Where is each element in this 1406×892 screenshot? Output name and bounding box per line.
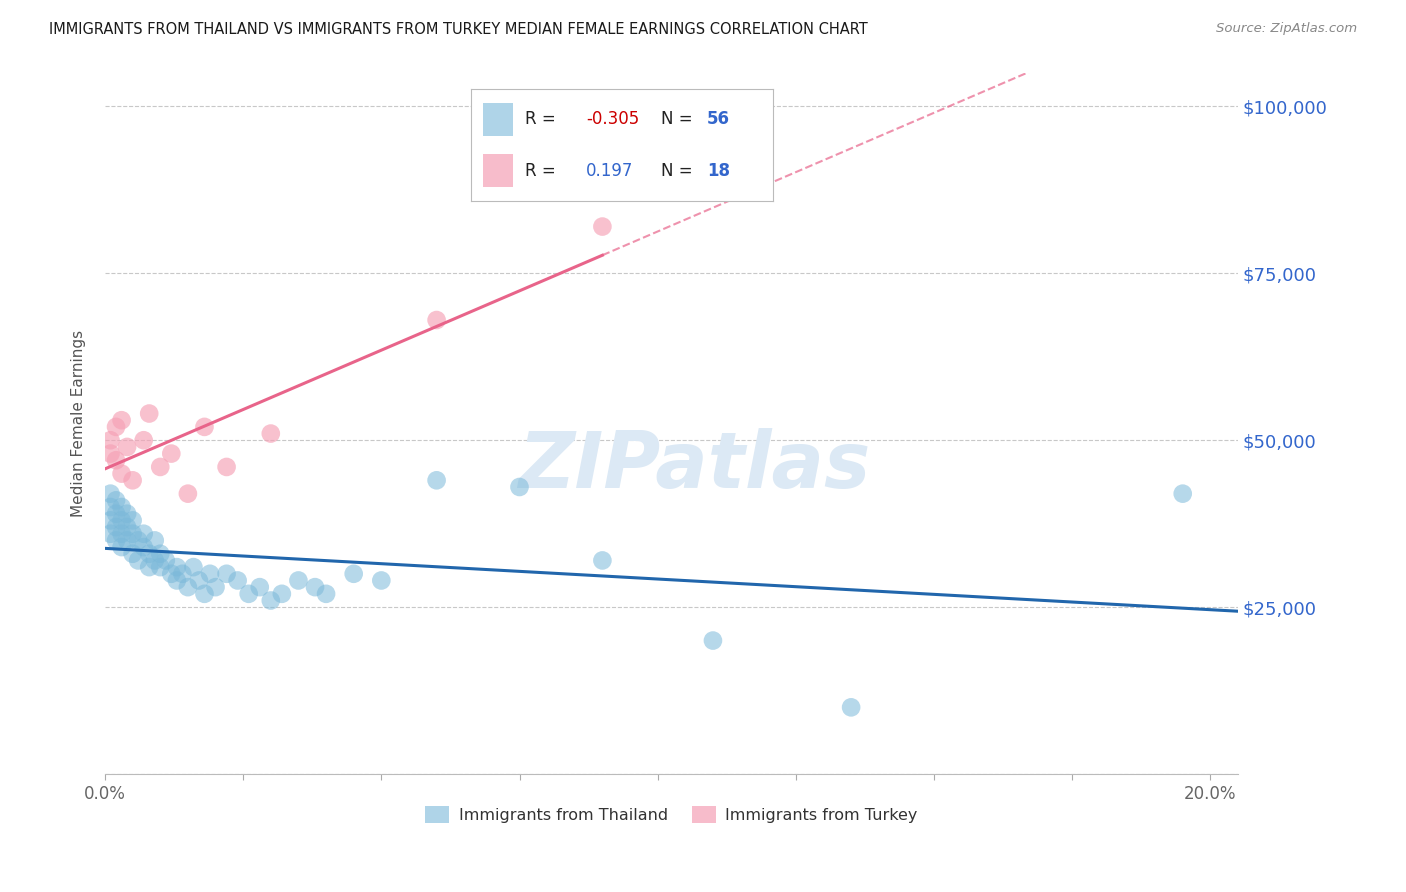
Immigrants from Thailand [370,574,392,588]
Text: IMMIGRANTS FROM THAILAND VS IMMIGRANTS FROM TURKEY MEDIAN FEMALE EARNINGS CORREL: IMMIGRANTS FROM THAILAND VS IMMIGRANTS F… [49,22,868,37]
Bar [484,103,513,136]
Immigrants from Thailand [839,700,862,714]
Immigrants from Turkey [215,459,238,474]
Immigrants from Thailand [110,540,132,554]
Immigrants from Turkey [110,413,132,427]
Immigrants from Turkey [591,219,613,234]
Immigrants from Thailand [127,533,149,548]
Immigrants from Turkey [110,467,132,481]
Immigrants from Thailand [270,587,292,601]
Text: R =: R = [526,111,557,128]
Immigrants from Turkey [177,486,200,500]
Immigrants from Thailand [343,566,366,581]
Immigrants from Thailand [127,553,149,567]
Immigrants from Thailand [143,553,166,567]
Immigrants from Turkey [138,407,160,421]
Immigrants from Turkey [100,447,122,461]
Immigrants from Thailand [508,480,530,494]
Text: ZIPatlas: ZIPatlas [517,427,870,504]
Immigrants from Thailand [193,587,215,601]
Immigrants from Thailand [110,526,132,541]
Immigrants from Thailand [702,633,724,648]
Immigrants from Thailand [426,473,449,487]
Text: 18: 18 [707,161,730,179]
Immigrants from Thailand [100,486,122,500]
Text: N =: N = [661,111,693,128]
Text: R =: R = [526,161,557,179]
Immigrants from Thailand [138,547,160,561]
Immigrants from Thailand [132,540,155,554]
Immigrants from Thailand [105,533,128,548]
Immigrants from Turkey [115,440,138,454]
Immigrants from Thailand [155,553,177,567]
Immigrants from Thailand [249,580,271,594]
Text: -0.305: -0.305 [586,111,640,128]
Immigrants from Thailand [132,526,155,541]
Text: N =: N = [661,161,693,179]
Immigrants from Thailand [1171,486,1194,500]
Immigrants from Thailand [204,580,226,594]
Immigrants from Thailand [110,513,132,527]
Immigrants from Thailand [172,566,194,581]
Immigrants from Turkey [160,447,183,461]
Immigrants from Thailand [105,507,128,521]
Bar [484,153,513,187]
Immigrants from Turkey [121,473,143,487]
Immigrants from Thailand [187,574,209,588]
Immigrants from Turkey [105,453,128,467]
Immigrants from Thailand [105,493,128,508]
Y-axis label: Median Female Earnings: Median Female Earnings [72,330,86,517]
Immigrants from Thailand [100,526,122,541]
Immigrants from Thailand [591,553,613,567]
Immigrants from Turkey [149,459,172,474]
Immigrants from Thailand [260,593,283,607]
Immigrants from Thailand [238,587,260,601]
Immigrants from Thailand [115,520,138,534]
Immigrants from Turkey [132,434,155,448]
Immigrants from Thailand [121,526,143,541]
Immigrants from Thailand [149,547,172,561]
Immigrants from Thailand [166,560,188,574]
Immigrants from Thailand [160,566,183,581]
Immigrants from Thailand [315,587,337,601]
Immigrants from Turkey [426,313,449,327]
Immigrants from Turkey [260,426,283,441]
Immigrants from Thailand [183,560,205,574]
Immigrants from Thailand [121,547,143,561]
Immigrants from Thailand [105,520,128,534]
Immigrants from Thailand [304,580,326,594]
Legend: Immigrants from Thailand, Immigrants from Turkey: Immigrants from Thailand, Immigrants fro… [419,800,924,830]
Immigrants from Thailand [115,507,138,521]
Text: 0.197: 0.197 [586,161,633,179]
Immigrants from Turkey [193,420,215,434]
Immigrants from Thailand [149,560,172,574]
Immigrants from Thailand [143,533,166,548]
Text: Source: ZipAtlas.com: Source: ZipAtlas.com [1216,22,1357,36]
Immigrants from Thailand [100,500,122,514]
Immigrants from Turkey [100,434,122,448]
Immigrants from Thailand [287,574,309,588]
Immigrants from Thailand [166,574,188,588]
Immigrants from Thailand [198,566,221,581]
Immigrants from Thailand [215,566,238,581]
Immigrants from Thailand [121,513,143,527]
Immigrants from Thailand [138,560,160,574]
Text: 56: 56 [707,111,730,128]
Immigrants from Thailand [226,574,249,588]
Immigrants from Turkey [105,420,128,434]
Immigrants from Thailand [115,533,138,548]
Immigrants from Thailand [100,513,122,527]
Immigrants from Thailand [177,580,200,594]
Immigrants from Thailand [110,500,132,514]
